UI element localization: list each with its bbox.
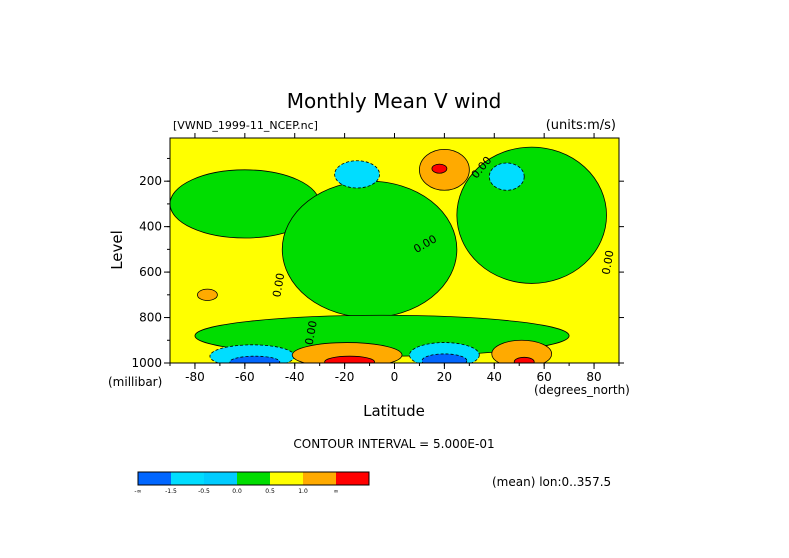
colorbar-label-1: -1.5 xyxy=(165,488,177,495)
mean-label: (mean) lon:0..357.5 xyxy=(492,475,611,489)
colorbar-swatch-6 xyxy=(336,472,369,485)
x-tick-label-0: -80 xyxy=(185,370,205,384)
colorbar-label-3: 0.0 xyxy=(232,488,242,495)
blue-regions xyxy=(229,353,468,363)
units-label: (units:m/s) xyxy=(546,118,616,133)
x-tick-label-2: -40 xyxy=(285,370,305,384)
x-axis: -80 -60 -40 -20 0 20 40 60 80 xyxy=(169,133,620,384)
colorbar-swatch-0 xyxy=(138,472,171,485)
region-cyan-b xyxy=(488,162,525,191)
colorbar-swatch-1 xyxy=(171,472,204,485)
contour-label-4: 0.00 xyxy=(600,249,617,275)
colorbar-label-5: 1.0 xyxy=(298,488,308,495)
region-center-upper xyxy=(281,180,458,318)
y-axis: 200 400 600 800 1000 xyxy=(131,157,624,370)
colorbar-swatch-2 xyxy=(204,472,237,485)
x-tick-label-1: -60 xyxy=(235,370,255,384)
y-unit-label: (millibar) xyxy=(108,375,162,389)
y-tick-label-1: 400 xyxy=(139,220,162,234)
x-unit-label: (degrees_north) xyxy=(534,383,630,397)
x-tick-label-4: 0 xyxy=(391,370,399,384)
region-orange-b xyxy=(291,342,403,363)
region-blue-a xyxy=(229,355,281,363)
contour-label-0: 0.00 xyxy=(270,272,287,298)
x-tick-label-5: 20 xyxy=(437,370,452,384)
colorbar-swatch-5 xyxy=(303,472,336,485)
x-tick-label-8: 80 xyxy=(586,370,601,384)
green-regions xyxy=(170,146,607,357)
colorbar-label-2: -0.5 xyxy=(198,488,210,495)
y-tick-label-4: 1000 xyxy=(131,356,162,370)
region-cyan-a xyxy=(334,160,380,189)
chart-title: Monthly Mean V wind xyxy=(287,89,502,113)
file-label: [VWND_1999-11_NCEP.nc] xyxy=(173,119,318,132)
y-tick-label-0: 200 xyxy=(139,174,162,188)
region-red-c xyxy=(513,356,535,363)
region-blue-b xyxy=(421,353,468,363)
colorbar-swatch-3 xyxy=(237,472,270,485)
colorbar-swatch-4 xyxy=(270,472,303,485)
red-regions xyxy=(324,163,535,363)
region-orange-d xyxy=(197,288,218,301)
y-axis-label: Level xyxy=(108,230,126,270)
x-tick-label-7: 60 xyxy=(537,370,552,384)
colorbar-label-4: 0.5 xyxy=(265,488,275,495)
colorbar: -∞ -1.5 -0.5 0.0 0.5 1.0 ∞ xyxy=(134,471,370,495)
colorbar-label-6: ∞ xyxy=(334,488,339,495)
region-orange-c xyxy=(491,339,553,363)
x-axis-label: Latitude xyxy=(363,402,425,420)
region-red-a xyxy=(431,163,448,174)
contour-label-1: 0.00 xyxy=(303,320,320,346)
x-tick-label-6: 40 xyxy=(487,370,502,384)
y-tick-label-3: 800 xyxy=(139,311,162,325)
contour-interval-label: CONTOUR INTERVAL = 5.000E-01 xyxy=(293,437,494,451)
colorbar-frame xyxy=(137,471,370,486)
field-layer xyxy=(170,138,619,363)
y-tick-label-2: 600 xyxy=(139,265,162,279)
region-red-b xyxy=(324,355,375,363)
x-tick-label-3: -20 xyxy=(335,370,355,384)
colorbar-label-0: -∞ xyxy=(134,488,141,495)
